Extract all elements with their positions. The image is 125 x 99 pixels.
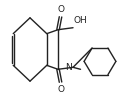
Text: N: N: [65, 63, 72, 72]
Text: O: O: [57, 5, 64, 14]
Text: O: O: [57, 85, 64, 94]
Text: OH: OH: [74, 16, 87, 25]
